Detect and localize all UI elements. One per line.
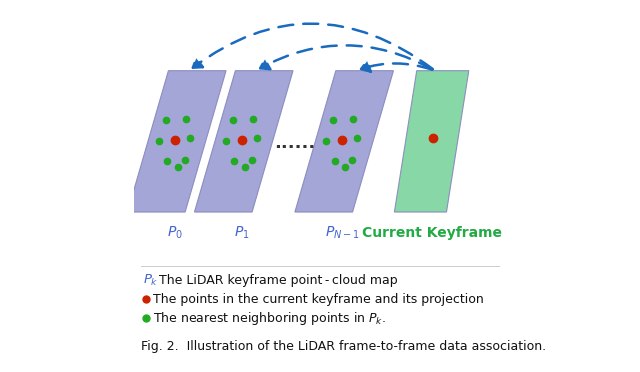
Text: $\mathit{P}_k$: $\mathit{P}_k$ [143,273,159,288]
FancyArrowPatch shape [361,61,433,72]
Text: $\mathit{P}_0$: $\mathit{P}_0$ [167,224,183,241]
FancyArrowPatch shape [260,45,433,69]
Text: The nearest neighboring points in $\mathit{P}_k$.: The nearest neighboring points in $\math… [152,310,385,327]
Polygon shape [127,71,226,212]
Text: The LiDAR keyframe point - cloud map: The LiDAR keyframe point - cloud map [159,275,397,287]
Text: $\mathit{P}_{N-1}$: $\mathit{P}_{N-1}$ [325,224,360,241]
Polygon shape [195,71,293,212]
FancyArrowPatch shape [193,23,433,69]
Polygon shape [295,71,394,212]
Text: $\mathit{P}_1$: $\mathit{P}_1$ [234,224,250,241]
Text: The points in the current keyframe and its projection: The points in the current keyframe and i… [152,293,483,306]
Polygon shape [394,71,469,212]
Text: Current Keyframe: Current Keyframe [362,225,502,240]
Text: ......: ...... [274,134,316,152]
Text: Fig. 2.  Illustration of the LiDAR frame-to-frame data association.: Fig. 2. Illustration of the LiDAR frame-… [141,340,547,353]
